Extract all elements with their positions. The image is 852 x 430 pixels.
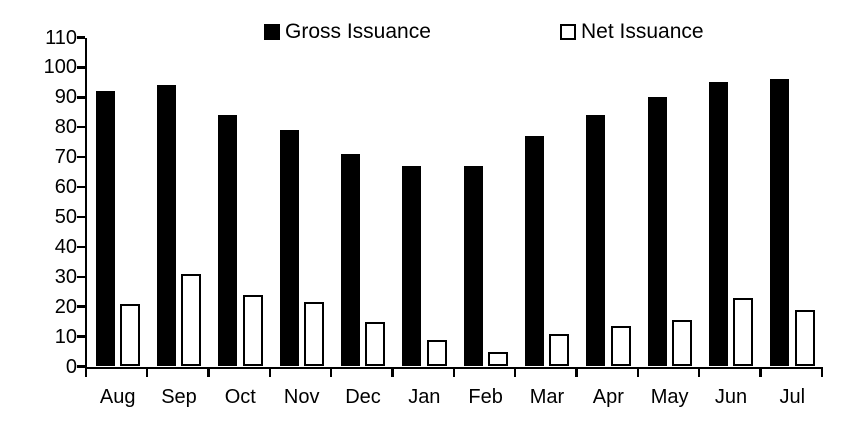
y-axis-tick bbox=[76, 335, 85, 338]
y-axis-tick bbox=[76, 305, 85, 308]
legend-label-net-issuance: Net Issuance bbox=[581, 20, 704, 43]
gross-issuance-bar bbox=[218, 115, 238, 367]
y-axis-tick bbox=[76, 155, 85, 159]
gross-issuance-bar bbox=[95, 91, 115, 367]
x-axis-tick bbox=[636, 366, 639, 377]
y-axis-tick bbox=[76, 215, 85, 219]
y-axis-line bbox=[84, 37, 87, 377]
x-axis-tick bbox=[513, 366, 517, 377]
x-category-label: Nov bbox=[283, 386, 320, 408]
y-axis-tick-label: 10 bbox=[54, 325, 77, 348]
x-axis-tick bbox=[329, 366, 333, 377]
x-axis-tick bbox=[207, 366, 210, 377]
gross-issuance-bar bbox=[708, 82, 728, 367]
x-category-label: Jul bbox=[779, 386, 806, 408]
net-issuance-bar bbox=[610, 326, 631, 367]
gross-issuance-bar bbox=[770, 79, 790, 367]
y-axis-tick bbox=[76, 245, 85, 249]
y-axis-tick bbox=[76, 125, 85, 129]
gross-issuance-bar bbox=[156, 85, 176, 367]
x-category-label: Apr bbox=[592, 386, 624, 408]
y-axis-tick-label: 80 bbox=[54, 116, 77, 139]
gross-issuance-bar bbox=[647, 97, 667, 367]
y-axis-tick bbox=[76, 365, 85, 368]
x-category-label: Mar bbox=[529, 386, 565, 408]
gross-issuance-bar bbox=[463, 166, 483, 367]
y-axis-tick bbox=[76, 96, 85, 99]
net-issuance-bar bbox=[672, 320, 692, 367]
net-issuance-bar bbox=[794, 309, 815, 367]
net-issuance-bar bbox=[549, 333, 570, 367]
net-issuance-bar bbox=[426, 339, 447, 367]
y-axis-tick-label: 100 bbox=[43, 56, 77, 79]
y-axis-tick bbox=[76, 275, 85, 279]
x-category-label: Feb bbox=[468, 386, 503, 408]
gross-issuance-bar bbox=[524, 136, 544, 367]
gross-issuance-swatch-icon bbox=[264, 24, 280, 40]
net-issuance-bar bbox=[181, 273, 202, 367]
net-issuance-bar bbox=[120, 303, 140, 367]
net-issuance-bar bbox=[733, 297, 754, 367]
x-category-label: Dec bbox=[345, 386, 381, 408]
legend-item-gross-issuance: Gross Issuance bbox=[264, 21, 431, 43]
y-axis-tick-label: 110 bbox=[45, 26, 77, 49]
y-axis-tick-label: 40 bbox=[54, 235, 77, 258]
net-issuance-swatch-icon bbox=[560, 24, 576, 40]
y-axis-tick-label: 90 bbox=[54, 86, 77, 109]
x-axis-tick bbox=[575, 366, 578, 377]
x-axis-tick bbox=[452, 366, 455, 377]
net-issuance-bar bbox=[242, 294, 263, 367]
x-category-label: May bbox=[650, 386, 689, 408]
net-issuance-bar bbox=[304, 302, 324, 367]
y-axis-tick-label: 50 bbox=[54, 205, 77, 228]
y-axis-tick-label: 0 bbox=[65, 355, 77, 378]
x-axis-tick bbox=[759, 366, 762, 377]
legend-item-net-issuance: Net Issuance bbox=[560, 21, 704, 43]
y-axis-tick-label: 20 bbox=[54, 295, 77, 318]
y-axis-tick bbox=[76, 36, 85, 39]
x-axis-tick bbox=[820, 366, 823, 377]
net-issuance-bar bbox=[488, 351, 508, 367]
y-axis-tick-label: 70 bbox=[54, 146, 77, 169]
y-axis-tick-label: 60 bbox=[54, 176, 77, 199]
y-axis-tick-label: 30 bbox=[54, 265, 77, 288]
x-category-label: Oct bbox=[224, 386, 256, 408]
gross-issuance-bar bbox=[340, 154, 360, 367]
x-category-label: Aug bbox=[99, 386, 136, 408]
gross-issuance-bar bbox=[402, 166, 422, 367]
x-category-label: Jun bbox=[714, 386, 748, 408]
x-axis-tick bbox=[268, 366, 271, 377]
gross-issuance-bar bbox=[586, 115, 606, 367]
x-axis-tick bbox=[145, 366, 149, 377]
y-axis-tick bbox=[76, 66, 85, 69]
x-axis-tick bbox=[391, 366, 394, 377]
x-category-label: Jan bbox=[408, 386, 441, 408]
x-axis-tick bbox=[697, 366, 701, 377]
net-issuance-bar bbox=[365, 321, 386, 367]
x-category-label: Sep bbox=[161, 386, 197, 408]
gross-issuance-bar bbox=[279, 130, 299, 367]
y-axis-tick bbox=[76, 185, 85, 189]
legend-label-gross-issuance: Gross Issuance bbox=[285, 20, 431, 43]
